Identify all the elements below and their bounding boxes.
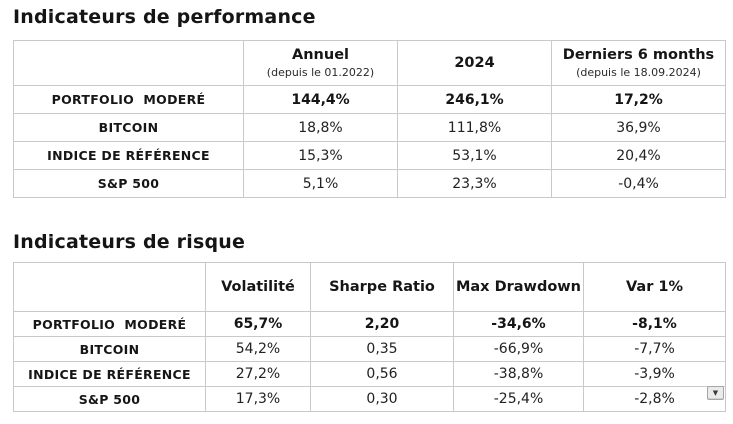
table-row-portfolio-modere: PORTFOLIO MODERÉ 65,7% 2,20 -34,6% -8,1% bbox=[13, 311, 726, 337]
table-cell: 36,9% bbox=[551, 113, 726, 142]
table-row-indice-de-reference: INDICE DE RÉFÉRENCE 15,3% 53,1% 20,4% bbox=[13, 141, 726, 170]
table-cell: 65,7% bbox=[205, 311, 311, 337]
filter-dropdown-button[interactable]: ▼ bbox=[707, 386, 724, 400]
row-label: PORTFOLIO MODERÉ bbox=[13, 311, 206, 337]
risk-column-max-drawdown: Max Drawdown bbox=[453, 262, 584, 312]
column-header-label: Annuel bbox=[292, 47, 349, 64]
table-cell: 2,20 bbox=[310, 311, 454, 337]
risk-column-sharpe-ratio: Sharpe Ratio bbox=[310, 262, 454, 312]
risk-table: Volatilité Sharpe Ratio Max Drawdown Var… bbox=[13, 262, 726, 412]
table-cell: -25,4% bbox=[453, 386, 584, 412]
row-label: BITCOIN bbox=[13, 336, 206, 362]
table-cell: 17,2% bbox=[551, 85, 726, 114]
table-cell: 27,2% bbox=[205, 361, 311, 387]
table-cell: 246,1% bbox=[397, 85, 552, 114]
table-row-indice-de-reference: INDICE DE RÉFÉRENCE 27,2% 0,56 -38,8% -3… bbox=[13, 361, 726, 387]
row-label: S&P 500 bbox=[13, 386, 206, 412]
column-header-subtitle: (depuis le 01.2022) bbox=[266, 66, 375, 80]
table-row-bitcoin: BITCOIN 18,8% 111,8% 36,9% bbox=[13, 113, 726, 142]
table-cell: 111,8% bbox=[397, 113, 552, 142]
risk-empty-header-cell bbox=[13, 262, 206, 312]
performance-empty-header-cell bbox=[13, 40, 244, 86]
table-cell: -3,9% bbox=[583, 361, 726, 387]
table-cell: -2,8% bbox=[583, 386, 726, 412]
column-header-subtitle: (depuis le 18.09.2024) bbox=[576, 66, 701, 80]
table-cell: 53,1% bbox=[397, 141, 552, 170]
column-header-label: Volatilité bbox=[221, 278, 295, 295]
table-cell: 144,4% bbox=[243, 85, 398, 114]
table-cell: 54,2% bbox=[205, 336, 311, 362]
table-cell: -0,4% bbox=[551, 169, 726, 198]
table-cell: -66,9% bbox=[453, 336, 584, 362]
column-header-label: Sharpe Ratio bbox=[329, 278, 435, 295]
row-label: INDICE DE RÉFÉRENCE bbox=[13, 361, 206, 387]
performance-header-row: Annuel (depuis le 01.2022) 2024 Derniers… bbox=[13, 40, 726, 86]
table-cell: 17,3% bbox=[205, 386, 311, 412]
column-header-label: 2024 bbox=[454, 54, 495, 71]
row-label: BITCOIN bbox=[13, 113, 244, 142]
table-cell: -34,6% bbox=[453, 311, 584, 337]
risk-header-row: Volatilité Sharpe Ratio Max Drawdown Var… bbox=[13, 262, 726, 312]
table-cell: 0,35 bbox=[310, 336, 454, 362]
row-label: INDICE DE RÉFÉRENCE bbox=[13, 141, 244, 170]
performance-column-2024: 2024 bbox=[397, 40, 552, 86]
risk-column-volatilite: Volatilité bbox=[205, 262, 311, 312]
table-row-portfolio-modere: PORTFOLIO MODERÉ 144,4% 246,1% 17,2% bbox=[13, 85, 726, 114]
risk-column-var-1: Var 1% bbox=[583, 262, 726, 312]
table-row-sp500: S&P 500 17,3% 0,30 -25,4% -2,8% bbox=[13, 386, 726, 412]
performance-column-derniers-6-months: Derniers 6 months (depuis le 18.09.2024) bbox=[551, 40, 726, 86]
row-label: PORTFOLIO MODERÉ bbox=[13, 85, 244, 114]
table-cell: 0,56 bbox=[310, 361, 454, 387]
row-label: S&P 500 bbox=[13, 169, 244, 198]
performance-section-title: Indicateurs de performance bbox=[13, 6, 316, 28]
table-row-bitcoin: BITCOIN 54,2% 0,35 -66,9% -7,7% bbox=[13, 336, 726, 362]
table-cell: -8,1% bbox=[583, 311, 726, 337]
column-header-label: Var 1% bbox=[625, 278, 684, 295]
column-header-label: Derniers 6 months bbox=[562, 47, 715, 64]
table-cell: 23,3% bbox=[397, 169, 552, 198]
table-cell: 20,4% bbox=[551, 141, 726, 170]
table-cell: 5,1% bbox=[243, 169, 398, 198]
caret-down-icon: ▼ bbox=[712, 388, 719, 397]
table-cell: 15,3% bbox=[243, 141, 398, 170]
column-header-label: Max Drawdown bbox=[455, 278, 582, 295]
performance-column-annuel: Annuel (depuis le 01.2022) bbox=[243, 40, 398, 86]
table-row-sp500: S&P 500 5,1% 23,3% -0,4% bbox=[13, 169, 726, 198]
risk-section-title: Indicateurs de risque bbox=[13, 231, 246, 253]
table-cell: 18,8% bbox=[243, 113, 398, 142]
table-cell: 0,30 bbox=[310, 386, 454, 412]
performance-table: Annuel (depuis le 01.2022) 2024 Derniers… bbox=[13, 40, 726, 198]
table-cell: -7,7% bbox=[583, 336, 726, 362]
table-cell: -38,8% bbox=[453, 361, 584, 387]
